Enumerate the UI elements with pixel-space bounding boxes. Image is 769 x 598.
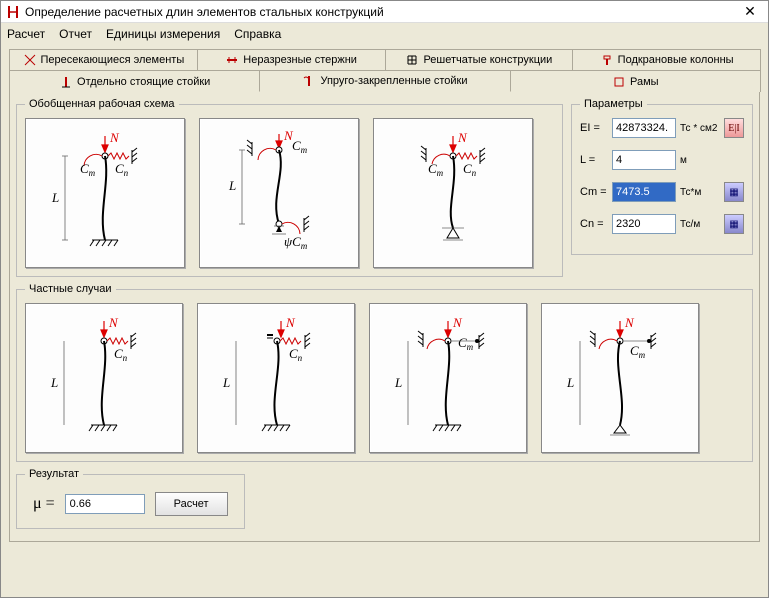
cn-input[interactable] <box>612 214 676 234</box>
partial-option-3[interactable]: N Cm L <box>369 303 527 453</box>
tab-crane[interactable]: Подкрановые колонны <box>572 49 761 70</box>
svg-text:L: L <box>222 375 230 390</box>
mu-output <box>65 494 145 514</box>
menu-report[interactable]: Отчет <box>59 27 92 41</box>
frames-icon <box>612 75 626 89</box>
label-N: N <box>109 130 120 145</box>
schema-option-1[interactable]: N Cn Cm L <box>25 118 185 268</box>
mu-label: μ = <box>33 495 55 513</box>
elastic-icon <box>302 74 316 88</box>
l-input[interactable] <box>612 150 676 170</box>
svg-text:N: N <box>285 315 296 330</box>
svg-text:N: N <box>108 315 119 330</box>
app-icon <box>5 4 21 20</box>
group-params-title: Параметры <box>580 98 647 110</box>
tab-frames-label: Рамы <box>630 76 659 88</box>
menubar: Расчет Отчет Единицы измерения Справка <box>1 23 768 45</box>
svg-text:N: N <box>624 315 635 330</box>
ei-unit: Тс * см2 <box>680 123 720 134</box>
titlebar: Определение расчетных длин элементов ста… <box>1 1 768 23</box>
cm-picker-button[interactable]: ▦ <box>724 182 744 202</box>
tab-continuous-label: Неразрезные стержни <box>243 54 357 66</box>
crane-icon <box>600 53 614 67</box>
schema-option-3[interactable]: N Cn Cm <box>373 118 533 268</box>
content: Пересекающиеся элементы Неразрезные стер… <box>1 45 768 597</box>
menu-calc[interactable]: Расчет <box>7 27 45 41</box>
svg-text:Cn: Cn <box>114 346 128 363</box>
lattice-icon <box>405 53 419 67</box>
tab-strip: Пересекающиеся элементы Неразрезные стер… <box>9 49 760 92</box>
svg-text:N: N <box>457 130 468 145</box>
group-general-schema: Обобщенная рабочая схема N Cn Cm <box>16 98 563 277</box>
l-label: L = <box>580 154 608 166</box>
freestanding-icon <box>59 75 73 89</box>
group-result-title: Результат <box>25 468 83 480</box>
tab-freestanding[interactable]: Отдельно стоящие стойки <box>9 70 260 92</box>
app-window: Определение расчетных длин элементов ста… <box>0 0 769 598</box>
partial-option-1[interactable]: N Cn L <box>25 303 183 453</box>
cm-unit: Тс*м <box>680 187 720 198</box>
ei-input[interactable] <box>612 118 676 138</box>
group-partial-title: Частные случаи <box>25 283 116 295</box>
svg-text:L: L <box>50 375 58 390</box>
tab-crossing-label: Пересекающиеся элементы <box>41 54 185 66</box>
svg-text:Cn: Cn <box>463 161 477 178</box>
svg-text:L: L <box>566 375 574 390</box>
ei-picker-button[interactable]: E|I <box>724 118 744 138</box>
ei-label: EI = <box>580 122 608 134</box>
cn-picker-button[interactable]: ▦ <box>724 214 744 234</box>
cn-label: Cn = <box>580 218 608 230</box>
svg-text:L: L <box>228 178 236 193</box>
tab-lattice-label: Решетчатые конструкции <box>423 54 552 66</box>
partial-option-4[interactable]: N Cm L <box>541 303 699 453</box>
tab-lattice[interactable]: Решетчатые конструкции <box>385 49 574 70</box>
svg-text:Cm: Cm <box>630 343 646 360</box>
tab-freestanding-label: Отдельно стоящие стойки <box>77 76 210 88</box>
calc-button[interactable]: Расчет <box>155 492 228 516</box>
svg-text:Cn: Cn <box>289 346 303 363</box>
partial-option-2[interactable]: N Cn L <box>197 303 355 453</box>
tab-elastic-label: Упруго-закрепленные стойки <box>320 75 467 87</box>
svg-text:L: L <box>394 375 402 390</box>
svg-text:Cm: Cm <box>428 161 444 178</box>
cn-unit: Тс/м <box>680 219 720 230</box>
group-partial: Частные случаи N Cn L <box>16 283 753 462</box>
tab-continuous[interactable]: Неразрезные стержни <box>197 49 386 70</box>
group-result: Результат μ = Расчет <box>16 468 245 529</box>
cm-label: Cm = <box>580 186 608 198</box>
group-params: Параметры EI = Тс * см2 E|I L = м Cm = <box>571 98 753 255</box>
menu-units[interactable]: Единицы измерения <box>106 27 220 41</box>
schema-option-2[interactable]: N Cm ψCm <box>199 118 359 268</box>
tab-panel: Обобщенная рабочая схема N Cn Cm <box>9 91 760 542</box>
svg-text:N: N <box>452 315 463 330</box>
svg-text:Cm: Cm <box>458 335 474 352</box>
group-general-schema-title: Обобщенная рабочая схема <box>25 98 179 110</box>
tab-crossing[interactable]: Пересекающиеся элементы <box>9 49 198 70</box>
menu-help[interactable]: Справка <box>234 27 281 41</box>
svg-text:L: L <box>51 190 59 205</box>
tab-elastic[interactable]: Упруго-закрепленные стойки <box>259 70 510 92</box>
svg-text:Cm: Cm <box>80 161 96 178</box>
close-button[interactable]: ✕ <box>736 3 764 20</box>
continuous-icon <box>225 53 239 67</box>
svg-text:ψCm: ψCm <box>284 234 308 251</box>
l-unit: м <box>680 155 720 166</box>
crossing-icon <box>23 53 37 67</box>
tab-frames[interactable]: Рамы <box>510 70 761 92</box>
svg-text:Cm: Cm <box>292 138 308 155</box>
window-title: Определение расчетных длин элементов ста… <box>25 5 736 19</box>
tab-crane-label: Подкрановые колонны <box>618 54 734 66</box>
svg-text:Cn: Cn <box>115 161 129 178</box>
cm-input[interactable] <box>612 182 676 202</box>
